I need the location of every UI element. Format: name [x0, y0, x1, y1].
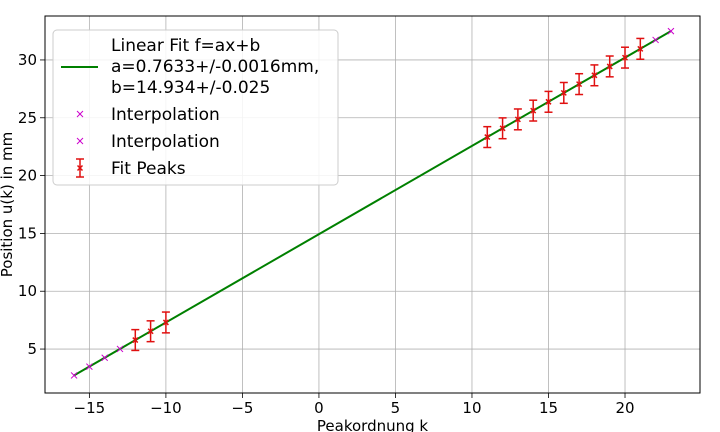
legend-interpolation-marker: [76, 137, 84, 145]
marker-stroke: [484, 134, 491, 141]
marker-stroke: [76, 164, 84, 172]
interpolation-point-0: [70, 372, 78, 379]
legend-fit-label: b=14.934+/-0.025: [111, 78, 270, 98]
legend-fit-label: Linear Fit f=ax+b: [111, 36, 260, 56]
y-tick-label: 20: [18, 167, 37, 185]
legend: Linear Fit f=ax+ba=0.7633+/-0.0016mm,b=1…: [52, 29, 339, 186]
marker-stroke: [162, 319, 169, 326]
data-marks: [70, 27, 675, 379]
x-tick-label: 5: [391, 399, 401, 417]
marker-stroke: [70, 372, 78, 379]
legend-box: [52, 29, 339, 186]
marker-stroke: [147, 328, 154, 335]
marker-stroke: [76, 110, 84, 118]
interpolation-point-1: [652, 36, 659, 44]
fit-peak-point: [637, 45, 644, 52]
fit-peak-point: [147, 328, 154, 335]
marker-stroke: [667, 27, 675, 35]
y-tick-label: 30: [18, 51, 37, 69]
x-tick-label: −15: [74, 399, 106, 417]
marker-stroke: [560, 89, 567, 96]
marker-stroke: [86, 363, 93, 370]
marker-stroke: [132, 337, 139, 344]
marker-stroke: [116, 345, 124, 353]
y-tick-label: 15: [18, 224, 37, 242]
x-axis-label: Peakordnung k: [317, 417, 428, 432]
fit-peak-point: [530, 107, 537, 114]
legend-series-label: Interpolation: [111, 105, 220, 125]
y-tick-label: 10: [18, 282, 37, 300]
plot-frame: [44, 15, 701, 394]
y-axis-label: Position u(k) in mm: [0, 132, 16, 278]
x-tick-label: 20: [615, 399, 634, 417]
fit-peak-point: [514, 116, 521, 123]
marker-stroke: [606, 63, 613, 70]
x-tick-label: −10: [150, 399, 182, 417]
interpolation-point-0: [86, 363, 93, 370]
axis-ticks: −15 −10 −5 0 5 10 15 20 5 10 15 20 25 30: [18, 51, 635, 417]
y-tick-label: 5: [27, 340, 37, 358]
x-tick-label: 15: [539, 399, 558, 417]
fit-line: [73, 30, 672, 377]
interpolation-point-1: [667, 27, 675, 35]
fit-peak-point: [499, 125, 506, 132]
fit-peak-point: [545, 98, 552, 105]
marker-stroke: [499, 125, 506, 132]
x-tick-label: −5: [231, 399, 253, 417]
fit-peak-point: [576, 81, 583, 88]
marker-stroke: [591, 72, 598, 79]
marker-stroke: [101, 354, 109, 362]
marker-stroke: [76, 137, 84, 145]
legend-series-label: Fit Peaks: [111, 159, 186, 179]
legend-fit-label: a=0.7633+/-0.0016mm,: [111, 57, 319, 77]
fit-peak-point: [132, 337, 139, 344]
legend-series-label: Interpolation: [111, 132, 220, 152]
marker-stroke: [576, 81, 583, 88]
x-tick-label: 10: [462, 399, 481, 417]
x-tick-label: 0: [314, 399, 324, 417]
marker-stroke: [514, 116, 521, 123]
marker-stroke: [621, 54, 629, 61]
legend-fit-peaks-marker: [76, 164, 84, 172]
fit-peak-point: [484, 134, 491, 141]
fit-peak-point: [606, 63, 613, 70]
marker-stroke: [637, 45, 644, 52]
fit-peak-point: [591, 72, 598, 79]
legend-interpolation-marker: [76, 110, 84, 118]
marker-stroke: [652, 36, 659, 44]
marker-stroke: [530, 107, 537, 114]
fit-peak-point: [621, 54, 629, 61]
y-tick-label: 25: [18, 109, 37, 127]
fit-peak-point: [560, 89, 567, 96]
interpolation-point-0: [101, 354, 109, 362]
fit-line-layer: [73, 30, 672, 377]
marker-stroke: [545, 98, 552, 105]
interpolation-point-0: [116, 345, 124, 353]
fit-peak-point: [162, 319, 169, 326]
